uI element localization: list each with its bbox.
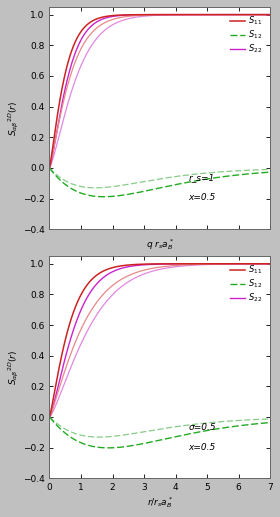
- Text: x=0.5: x=0.5: [188, 193, 216, 203]
- Text: σ=0.5: σ=0.5: [188, 422, 216, 432]
- Legend: $S_{11}$, $S_{12}$, $S_{22}$: $S_{11}$, $S_{12}$, $S_{22}$: [227, 11, 266, 58]
- Legend: $S_{11}$, $S_{12}$, $S_{22}$: $S_{11}$, $S_{12}$, $S_{22}$: [227, 260, 266, 308]
- Y-axis label: $S_{\alpha\beta}{}^{2D}(r)$: $S_{\alpha\beta}{}^{2D}(r)$: [7, 100, 22, 136]
- X-axis label: $r/r_s a_B^*$: $r/r_s a_B^*$: [147, 495, 173, 510]
- Y-axis label: $S_{\alpha\beta}{}^{2D}(r)$: $S_{\alpha\beta}{}^{2D}(r)$: [7, 349, 22, 385]
- Text: r_s=1: r_s=1: [188, 173, 215, 183]
- Text: x=0.5: x=0.5: [188, 443, 216, 451]
- X-axis label: $q\ r_s a_B^*$: $q\ r_s a_B^*$: [146, 237, 174, 252]
